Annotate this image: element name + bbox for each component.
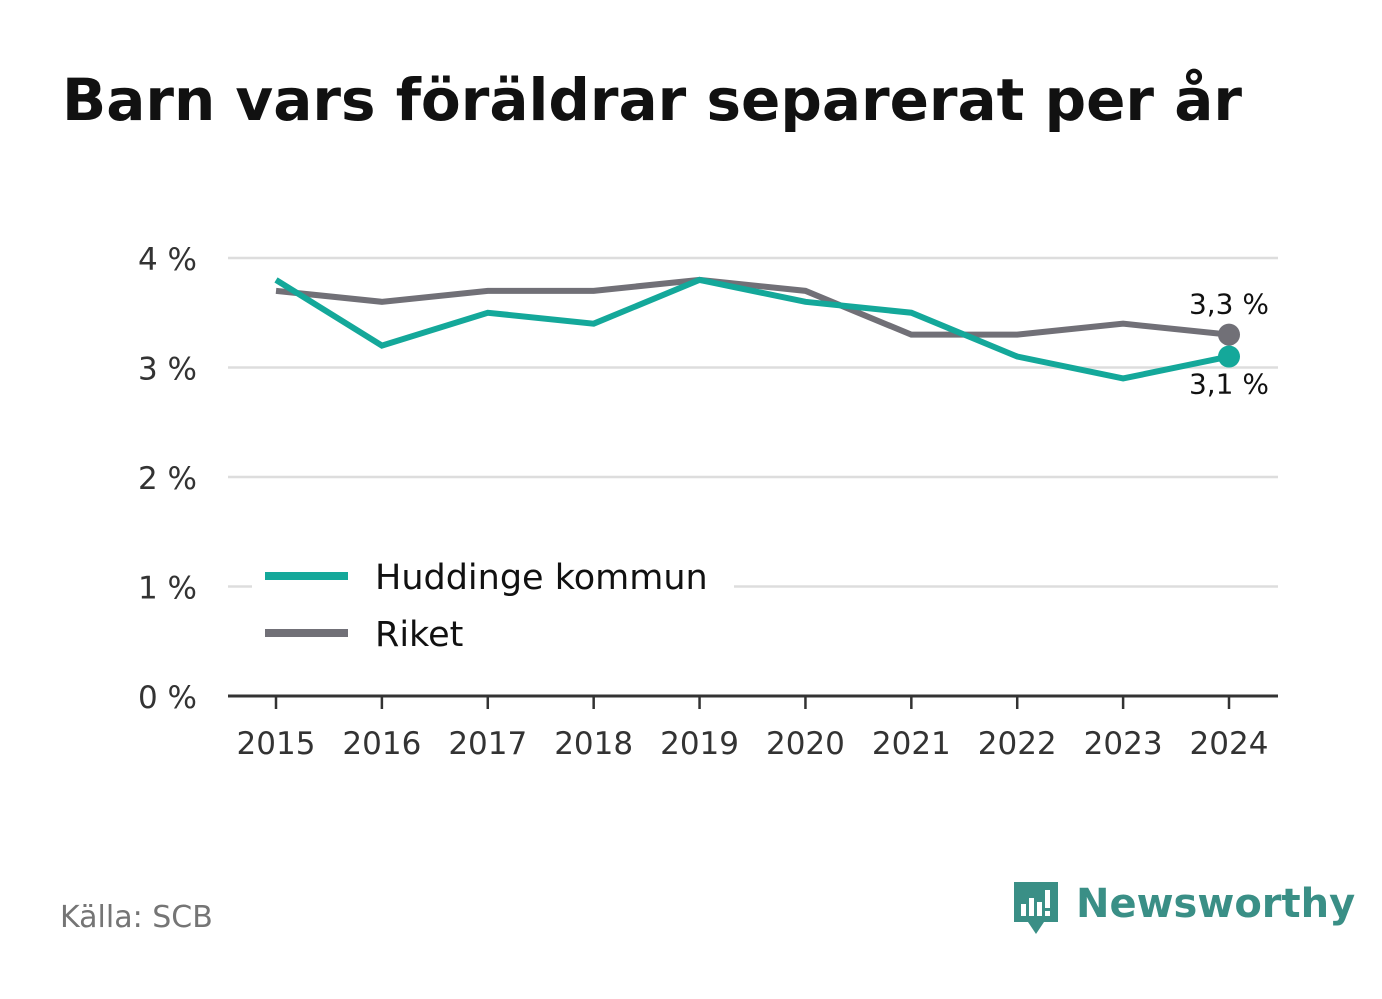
x-tick-label: 2024: [1190, 726, 1269, 762]
x-tick-label: 2021: [872, 726, 951, 762]
series-line: [275, 276, 1230, 338]
series-line: [274, 276, 1230, 382]
legend-label: Huddinge kommun: [375, 558, 708, 598]
y-axis-tick-labels: 0 % 1 % 2 % 3 % 4 %: [138, 242, 197, 716]
chart-title: Barn vars föräldrar separerat per år: [62, 66, 1242, 134]
series-lines: [274, 276, 1240, 382]
legend: Huddinge kommun Riket: [252, 548, 734, 666]
y-tick-label: 1 %: [138, 571, 197, 607]
x-tick-label: 2015: [237, 726, 316, 762]
y-tick-label: 3 %: [138, 352, 197, 388]
x-tick-label: 2023: [1084, 726, 1163, 762]
x-tick-label: 2020: [766, 726, 845, 762]
source-note: Källa: SCB: [60, 900, 213, 935]
y-tick-label: 2 %: [138, 461, 197, 497]
x-tick-label: 2017: [448, 726, 527, 762]
x-tick-label: 2018: [554, 726, 633, 762]
end-value-label: 3,3 %: [1189, 288, 1269, 321]
grid-lines: [228, 256, 1278, 588]
end-value-label: 3,1 %: [1189, 368, 1269, 401]
brand-name: Newsworthy: [1076, 881, 1356, 927]
x-tick-label: 2019: [660, 726, 739, 762]
newsworthy-chart-bubble-icon: [1014, 882, 1058, 934]
legend-label: Riket: [375, 615, 463, 655]
brand-logo-group: Newsworthy: [1010, 878, 1355, 940]
end-value-labels: 3,1 % 3,3 %: [1189, 288, 1269, 401]
x-tick-label: 2016: [342, 726, 421, 762]
x-tick-label: 2022: [978, 726, 1057, 762]
y-tick-label: 0 %: [138, 680, 197, 716]
y-tick-label: 4 %: [138, 242, 197, 278]
series-end-point: [1218, 323, 1240, 346]
x-axis: 2015 2016 2017 2018 2019 2020 2021 2022 2023 2024: [228, 694, 1278, 762]
series-end-point: [1218, 345, 1240, 368]
legend-background: [252, 548, 734, 666]
